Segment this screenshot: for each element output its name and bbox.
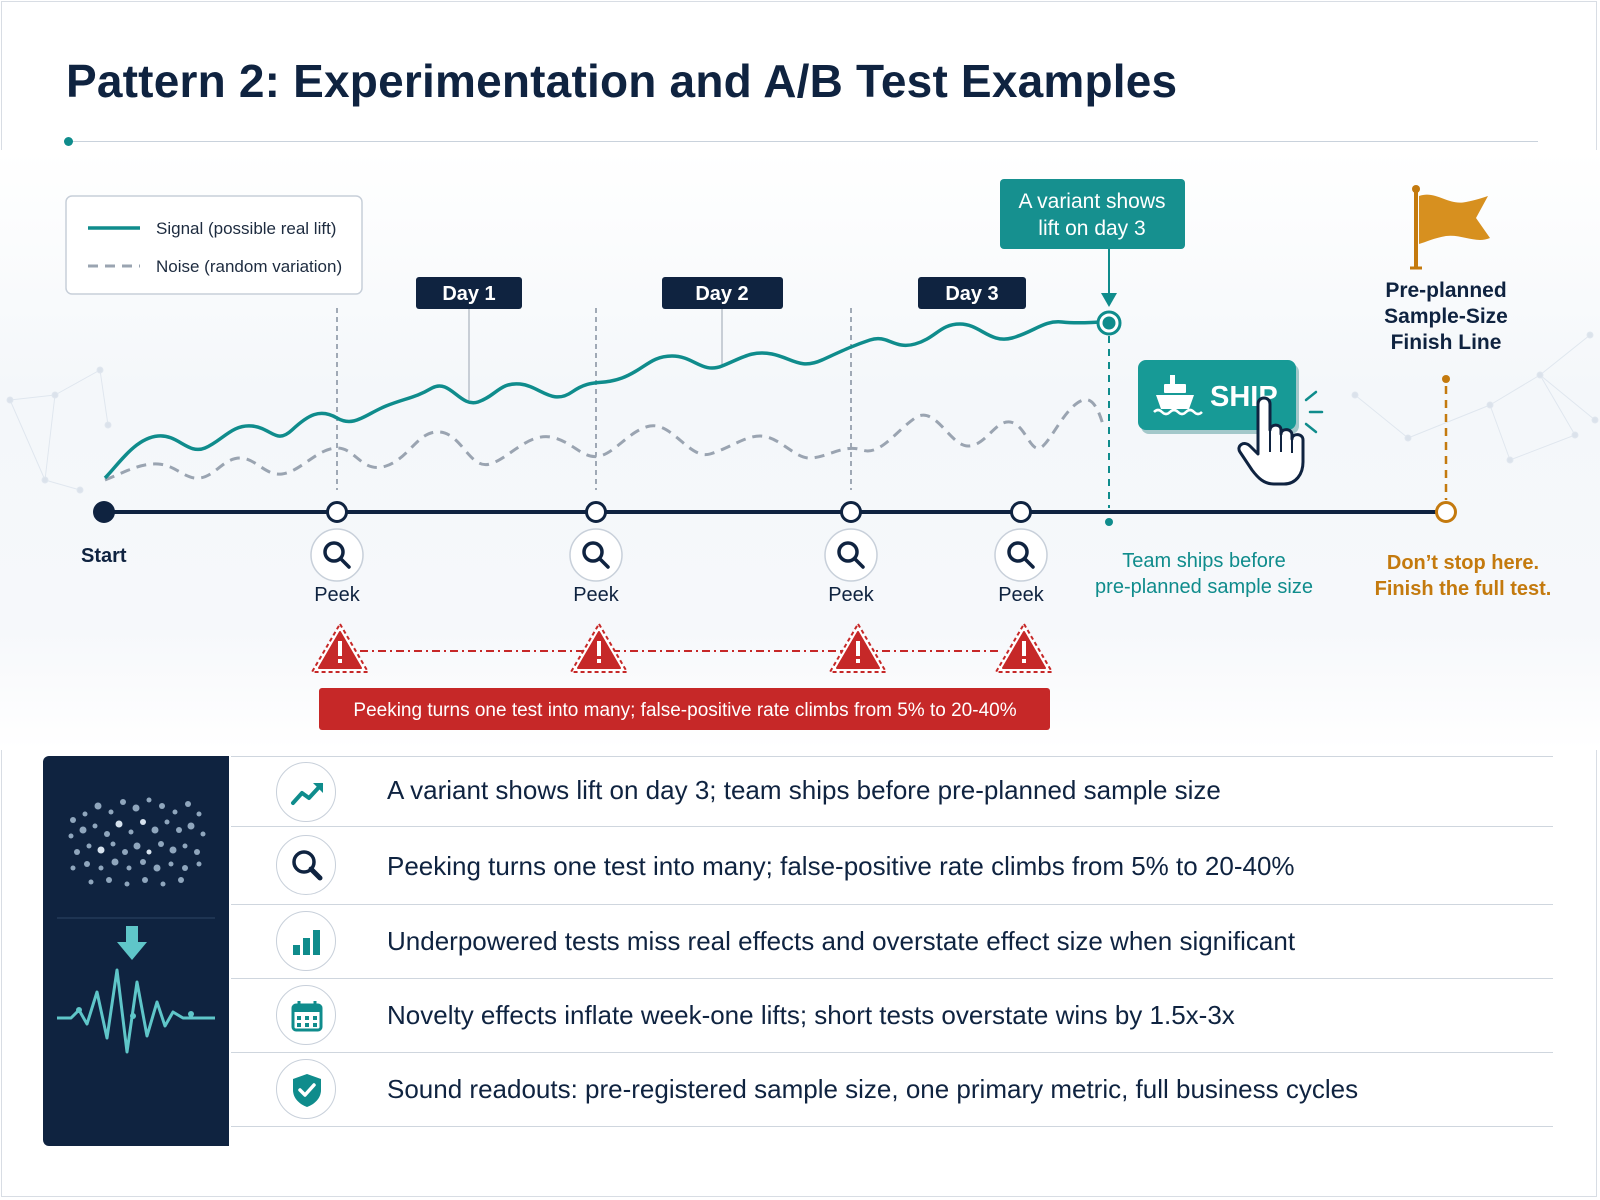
peeking-timeline-diagram: Signal (possible real lift) Noise (rando…	[6, 179, 1599, 730]
signal-line	[103, 320, 1109, 480]
warning-icon	[995, 623, 1053, 673]
trending-up-icon	[276, 762, 336, 822]
finish-note-line-1: Don’t stop here.	[1387, 552, 1539, 574]
calendar-icon	[276, 985, 336, 1045]
finding-text: Peeking turns one test into many; false-…	[387, 851, 1295, 881]
magnifier-icon	[323, 541, 351, 569]
lift-callout: A variant shows lift on day 3	[1000, 179, 1185, 307]
peek-marker-2: Peek	[569, 501, 623, 606]
ship-caption-line-2: pre-planned sample size	[1095, 576, 1313, 598]
findings-top-rule	[231, 756, 1553, 757]
day-3-label: Day 3	[918, 277, 1026, 309]
ship-caption-line-1: Team ships before	[1122, 550, 1285, 572]
callout-line-2: lift on day 3	[1038, 217, 1145, 240]
list-item: Novelty effects inflate week-one lifts; …	[231, 978, 1553, 1053]
finish-label-line-3: Finish Line	[1391, 331, 1502, 354]
peek-marker-1: Peek	[310, 501, 364, 606]
peek-marker-3: Peek	[824, 501, 878, 606]
finding-text: Sound readouts: pre-registered sample si…	[387, 1074, 1359, 1104]
magnifier-icon	[1007, 541, 1035, 569]
warning-icon	[570, 623, 628, 673]
noise-to-signal-panel	[43, 756, 229, 1146]
warning-banner: Peeking turns one test into many; false-…	[319, 688, 1050, 730]
page-title: Pattern 2: Experimentation and A/B Test …	[66, 55, 1178, 107]
peek-label-2: Peek	[573, 584, 620, 606]
network-decoration-left	[6, 366, 112, 494]
peek-marker-4: Peek	[994, 501, 1048, 606]
signal-illustration	[57, 797, 215, 1054]
finish-label-line-1: Pre-planned	[1385, 279, 1506, 302]
finish-note-line-2: Finish the full test.	[1375, 578, 1552, 600]
callout-arrow-head	[1101, 293, 1117, 307]
shield-check-icon	[276, 1059, 336, 1119]
day-2-text: Day 2	[695, 283, 748, 305]
finish-marker	[1435, 501, 1457, 523]
day-3-text: Day 3	[945, 283, 998, 305]
ship-guide-dot	[1105, 518, 1113, 526]
peek-label-4: Peek	[998, 584, 1045, 606]
finish-flag-icon	[1410, 185, 1490, 270]
list-item: Underpowered tests miss real effects and…	[231, 904, 1553, 979]
noise-dots	[68, 797, 206, 887]
peek-label-3: Peek	[828, 584, 875, 606]
ship-button[interactable]: SHIP	[1138, 360, 1299, 434]
bar-chart-icon	[276, 911, 336, 971]
day-1-label: Day 1	[416, 277, 522, 400]
finish-label-line-2: Sample-Size	[1384, 305, 1508, 328]
finish-guide-dot	[1442, 375, 1450, 383]
list-item: Peeking turns one test into many; false-…	[231, 826, 1553, 905]
title-divider	[68, 141, 1538, 142]
hand-cursor-icon	[1237, 390, 1324, 486]
peek-label-1: Peek	[314, 584, 361, 606]
list-item: Sound readouts: pre-registered sample si…	[231, 1052, 1553, 1127]
finding-text: Underpowered tests miss real effects and…	[387, 926, 1296, 956]
signal-endpoint-core	[1102, 316, 1116, 330]
warning-icon	[829, 623, 887, 673]
day-2-label: Day 2	[662, 277, 783, 366]
magnifier-icon	[837, 541, 865, 569]
warning-banner-text: Peeking turns one test into many; false-…	[353, 700, 1016, 721]
warning-icon	[311, 623, 369, 673]
ship-icon	[1153, 375, 1203, 416]
chart-legend: Signal (possible real lift) Noise (rando…	[65, 195, 363, 295]
peek-guides	[336, 308, 852, 490]
signal-wave-icon	[57, 968, 215, 1054]
callout-line-1: A variant shows	[1018, 190, 1165, 213]
title-divider-dot	[64, 137, 73, 146]
legend-signal-label: Signal (possible real lift)	[156, 219, 336, 238]
network-decoration-right	[1351, 331, 1599, 464]
magnifier-icon	[276, 835, 336, 895]
magnifier-icon	[582, 541, 610, 569]
noise-line	[104, 398, 1106, 482]
start-marker	[93, 501, 115, 523]
day-1-text: Day 1	[442, 283, 495, 305]
findings-list: A variant shows lift on day 3; team ship…	[231, 756, 1553, 1146]
arrow-down-icon	[117, 926, 147, 960]
finding-text: Novelty effects inflate week-one lifts; …	[387, 1000, 1235, 1030]
legend-noise-label: Noise (random variation)	[156, 257, 342, 276]
list-item: A variant shows lift on day 3; team ship…	[231, 756, 1553, 827]
start-label: Start	[81, 545, 127, 567]
finding-text: A variant shows lift on day 3; team ship…	[387, 775, 1221, 805]
